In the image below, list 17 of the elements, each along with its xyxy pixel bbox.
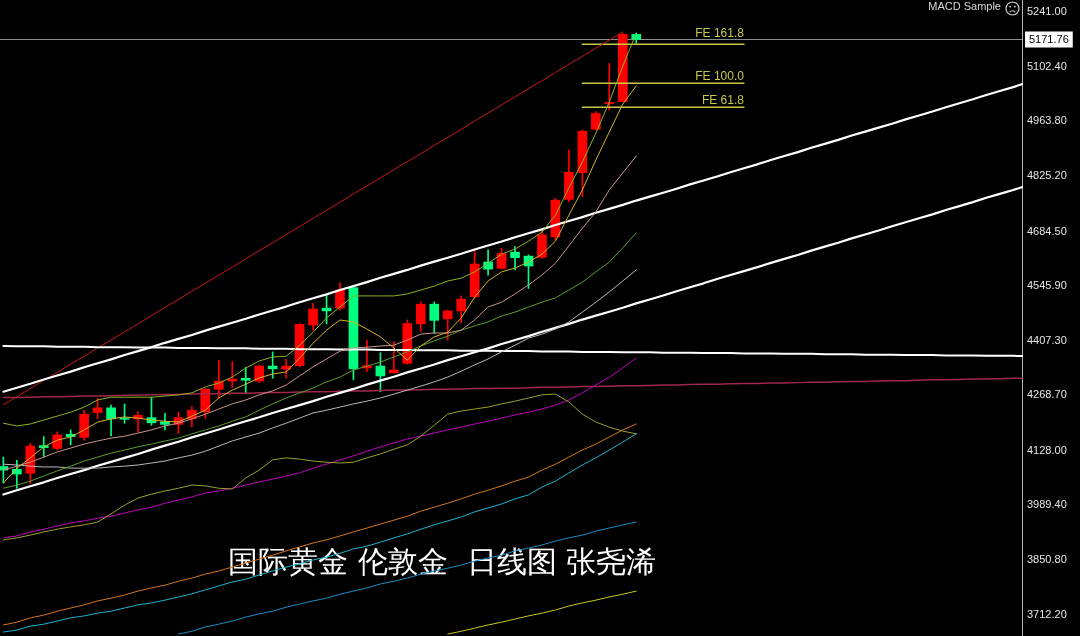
y-tick-label: 4825.20 bbox=[1027, 169, 1067, 182]
ref-line-label: 5171.76 bbox=[1029, 33, 1069, 46]
y-tick-label: 4407.30 bbox=[1027, 333, 1067, 346]
series-label: FE 161.8 bbox=[695, 26, 745, 41]
y-tick-label: 4963.80 bbox=[1027, 114, 1067, 127]
y-tick-label: 3712.20 bbox=[1027, 607, 1067, 620]
y-tick-label: 4545.90 bbox=[1027, 279, 1067, 292]
series-label: FE 61.8 bbox=[701, 93, 745, 108]
y-tick-label: 4128.00 bbox=[1027, 443, 1067, 456]
y-tick-label: 4684.50 bbox=[1027, 224, 1067, 237]
series-label: FE 100.0 bbox=[695, 69, 745, 84]
annotation: MACD Sample bbox=[928, 0, 1001, 13]
y-tick-label: 4268.70 bbox=[1027, 388, 1067, 401]
y-tick-label: 5102.40 bbox=[1027, 59, 1067, 72]
y-tick-label: 3850.80 bbox=[1027, 553, 1067, 566]
y-tick-label: 3989.40 bbox=[1027, 498, 1067, 511]
y-tick-label: 5241.00 bbox=[1027, 5, 1067, 18]
